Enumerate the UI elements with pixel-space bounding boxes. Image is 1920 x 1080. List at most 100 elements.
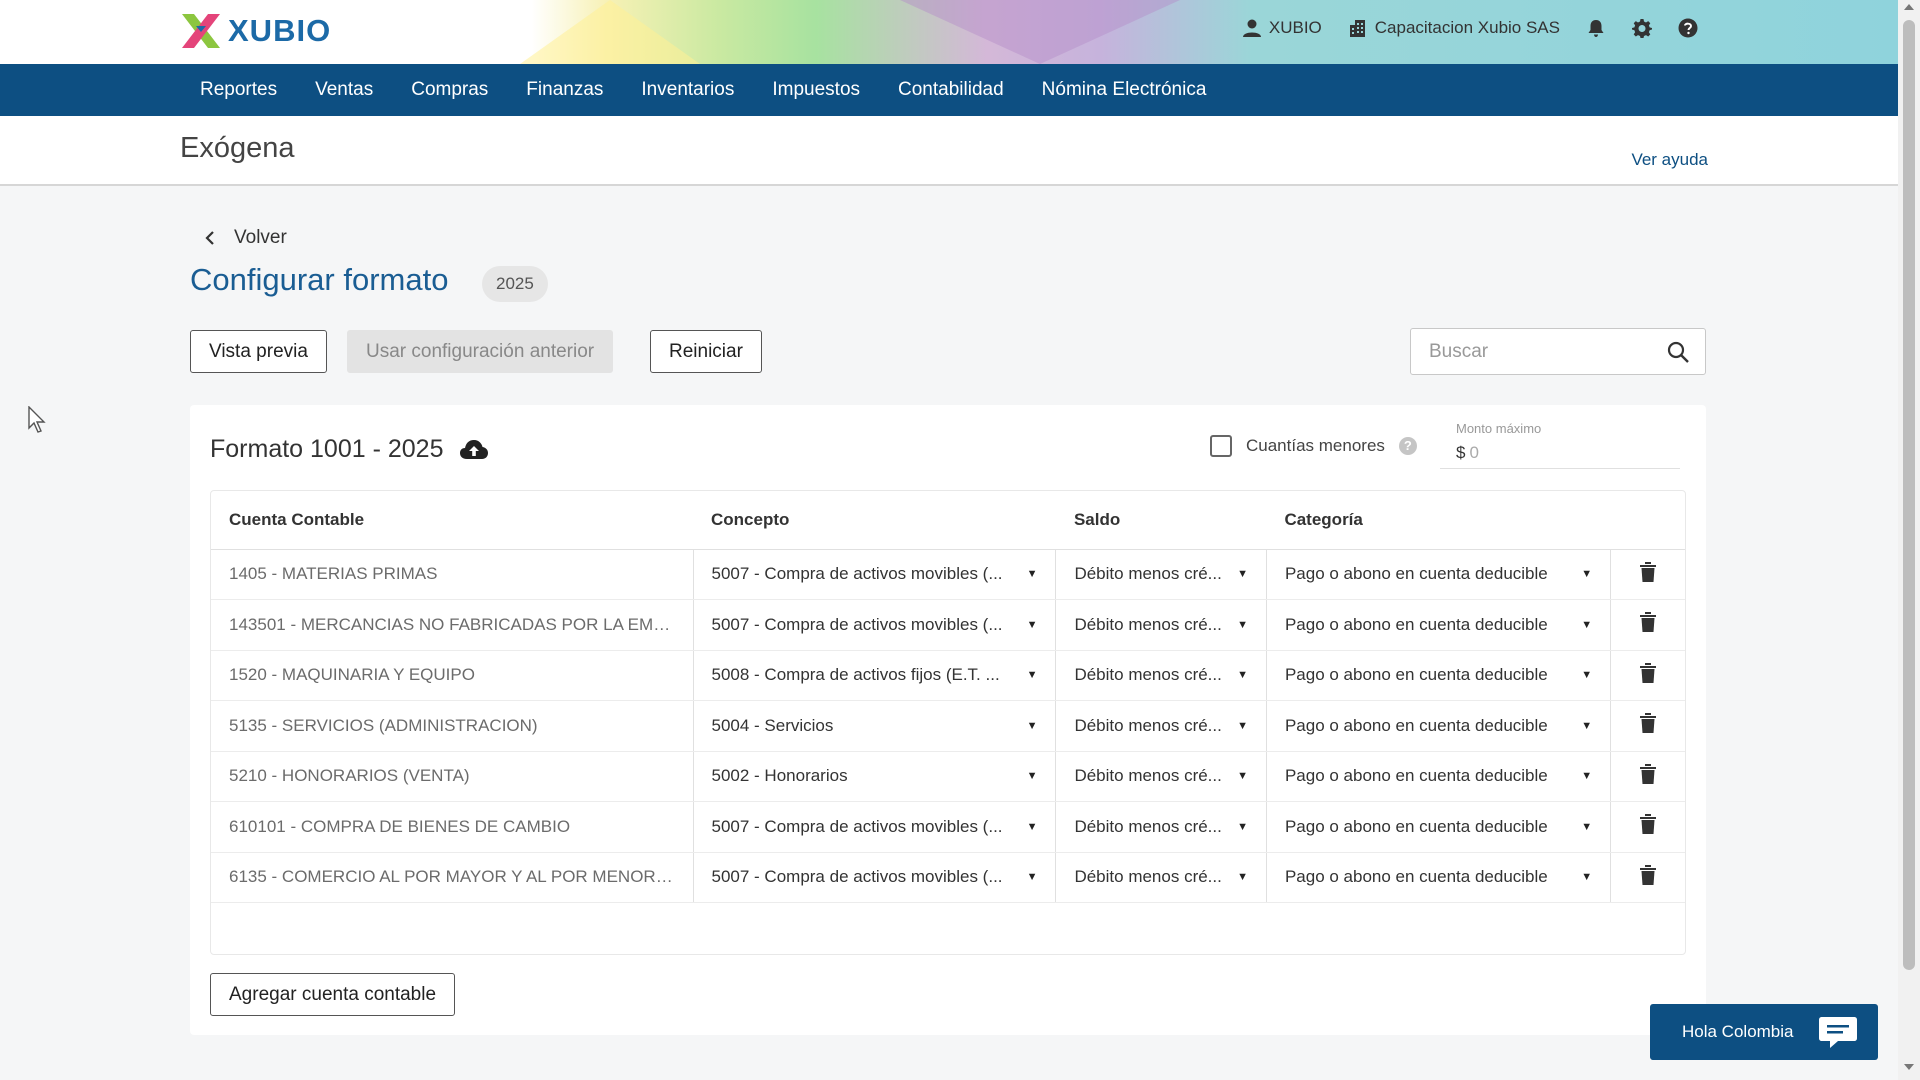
trash-icon[interactable]	[1639, 662, 1657, 684]
delete-row-button[interactable]	[1610, 852, 1685, 903]
monto-maximo-field[interactable]: Monto máximo $0	[1440, 419, 1680, 469]
saldo-value: Débito menos cré...	[1074, 816, 1222, 836]
trash-icon[interactable]	[1639, 864, 1657, 886]
saldo-value: Débito menos cré...	[1074, 564, 1222, 584]
concepto-dropdown[interactable]: 5007 - Compra de activos movibles (... ▼	[693, 549, 1057, 600]
saldo-dropdown[interactable]: Débito menos cré... ▼	[1055, 852, 1267, 903]
nav-finanzas[interactable]: Finanzas	[526, 79, 604, 100]
preview-button[interactable]: Vista previa	[190, 330, 327, 373]
use-previous-config-button[interactable]: Usar configuración anterior	[347, 330, 614, 373]
column-header-concepto: Concepto	[693, 491, 1056, 550]
trash-icon[interactable]	[1639, 611, 1657, 633]
saldo-dropdown[interactable]: Débito menos cré... ▼	[1055, 751, 1267, 802]
concepto-dropdown[interactable]: 5002 - Honorarios ▼	[693, 751, 1057, 802]
chat-bubble-icon	[1819, 1017, 1857, 1048]
chat-widget[interactable]: Hola Colombia	[1650, 1004, 1878, 1060]
concepto-select: 5007 - Compra de activos movibles (... ▼	[712, 867, 1038, 887]
nav-contabilidad[interactable]: Contabilidad	[898, 79, 1004, 100]
caret-down-icon: ▼	[1581, 568, 1593, 581]
search-icon[interactable]	[1667, 341, 1689, 363]
bell-icon[interactable]	[1586, 18, 1606, 38]
caret-down-icon: ▼	[1026, 568, 1038, 581]
table-row: 5210 - HONORARIOS (VENTA) 5002 - Honorari…	[211, 751, 1685, 802]
concepto-dropdown[interactable]: 5007 - Compra de activos movibles (... ▼	[693, 801, 1057, 853]
cloud-upload-icon[interactable]	[459, 438, 489, 462]
delete-row-button[interactable]	[1610, 599, 1685, 651]
nav-nomina-electronica[interactable]: Nómina Electrónica	[1041, 79, 1207, 100]
categoria-dropdown[interactable]: Pago o abono en cuenta deducible ▼	[1266, 751, 1612, 802]
saldo-dropdown[interactable]: Débito menos cré... ▼	[1055, 549, 1267, 600]
user-icon	[1242, 19, 1261, 37]
help-icon[interactable]	[1678, 18, 1698, 38]
saldo-select: Débito menos cré... ▼	[1074, 766, 1248, 786]
caret-down-icon: ▼	[1237, 820, 1248, 833]
delete-row-button[interactable]	[1610, 751, 1685, 802]
caret-down-icon: ▼	[1237, 719, 1248, 732]
scrollbar-thumb[interactable]	[1903, 20, 1915, 970]
concepto-dropdown[interactable]: 5007 - Compra de activos movibles (... ▼	[693, 599, 1057, 651]
trash-icon[interactable]	[1639, 763, 1657, 785]
categoria-select: Pago o abono en cuenta deducible ▼	[1285, 564, 1592, 584]
saldo-dropdown[interactable]: Débito menos cré... ▼	[1055, 599, 1267, 651]
concepto-value: 5007 - Compra de activos movibles (...	[711, 564, 1003, 584]
table-row: 5135 - SERVICIOS (ADMINISTRACION) 5004 - …	[211, 700, 1685, 752]
user-menu[interactable]: XUBIO	[1242, 18, 1322, 38]
categoria-dropdown[interactable]: Pago o abono en cuenta deducible ▼	[1266, 599, 1612, 651]
categoria-dropdown[interactable]: Pago o abono en cuenta deducible ▼	[1266, 549, 1612, 600]
page-title: Exógena	[180, 132, 295, 164]
nav-ventas[interactable]: Ventas	[315, 79, 374, 100]
delete-row-button[interactable]	[1610, 801, 1685, 853]
nav-inventarios[interactable]: Inventarios	[641, 79, 735, 100]
company-menu[interactable]: Capacitacion Xubio SAS	[1348, 18, 1560, 38]
search-input[interactable]	[1411, 329, 1651, 374]
trash-icon[interactable]	[1639, 561, 1657, 583]
caret-down-icon: ▼	[1026, 820, 1038, 833]
monto-maximo-value[interactable]: $0	[1456, 443, 1479, 463]
accounts-table: Cuenta Contable Concepto Saldo Categoría…	[211, 491, 1685, 953]
cuenta-contable-cell: 6135 - COMERCIO AL POR MAYOR Y AL POR ME…	[211, 852, 694, 903]
concepto-dropdown[interactable]: 5008 - Compra de activos fijos (E.T. ...…	[693, 650, 1057, 701]
categoria-select: Pago o abono en cuenta deducible ▼	[1285, 716, 1592, 736]
delete-row-button[interactable]	[1610, 650, 1685, 701]
brand-logo[interactable]: XUBIO	[180, 12, 331, 50]
concepto-value: 5008 - Compra de activos fijos (E.T. ...	[711, 665, 1000, 685]
scroll-up-arrow-icon[interactable]	[1904, 4, 1914, 10]
nav-compras[interactable]: Compras	[411, 79, 489, 100]
trash-icon[interactable]	[1639, 813, 1657, 835]
delete-row-button[interactable]	[1610, 549, 1685, 600]
add-account-button[interactable]: Agregar cuenta contable	[210, 973, 456, 1016]
caret-down-icon: ▼	[1026, 618, 1038, 631]
saldo-dropdown[interactable]: Débito menos cré... ▼	[1055, 700, 1267, 752]
concepto-dropdown[interactable]: 5007 - Compra de activos movibles (... ▼	[693, 852, 1057, 903]
help-link[interactable]: Ver ayuda	[1631, 150, 1708, 169]
reset-button[interactable]: Reiniciar	[650, 330, 762, 373]
top-header: XUBIO XUBIO Capacitacion Xubio SAS	[0, 0, 1898, 64]
concepto-select: 5002 - Honorarios ▼	[712, 766, 1038, 786]
back-link[interactable]: Volver	[202, 227, 287, 249]
cuenta-contable-cell: 1405 - MATERIAS PRIMAS	[211, 549, 694, 600]
nav-reportes[interactable]: Reportes	[200, 79, 278, 100]
trash-icon[interactable]	[1639, 712, 1657, 734]
scroll-down-arrow-icon[interactable]	[1904, 1064, 1914, 1070]
page-scrollbar[interactable]	[1898, 0, 1920, 1080]
concepto-dropdown[interactable]: 5004 - Servicios ▼	[693, 700, 1057, 752]
categoria-dropdown[interactable]: Pago o abono en cuenta deducible ▼	[1266, 852, 1612, 903]
saldo-dropdown[interactable]: Débito menos cré... ▼	[1055, 801, 1267, 853]
concepto-value: 5007 - Compra de activos movibles (...	[711, 867, 1003, 887]
categoria-dropdown[interactable]: Pago o abono en cuenta deducible ▼	[1266, 700, 1612, 752]
saldo-dropdown[interactable]: Débito menos cré... ▼	[1055, 650, 1267, 701]
gear-icon[interactable]	[1632, 18, 1652, 38]
user-name: XUBIO	[1268, 18, 1322, 37]
categoria-dropdown[interactable]: Pago o abono en cuenta deducible ▼	[1266, 801, 1612, 853]
nav-impuestos[interactable]: Impuestos	[772, 79, 861, 100]
delete-row-button[interactable]	[1610, 700, 1685, 752]
format-header: Formato 1001 - 2025	[210, 435, 489, 464]
cuantias-menores-checkbox[interactable]	[1210, 435, 1232, 457]
table-row: 1405 - MATERIAS PRIMAS 5007 - Compra de a…	[211, 549, 1685, 600]
categoria-value: Pago o abono en cuenta deducible	[1284, 665, 1548, 685]
cuenta-contable-cell: 1520 - MAQUINARIA Y EQUIPO	[211, 650, 694, 701]
categoria-dropdown[interactable]: Pago o abono en cuenta deducible ▼	[1266, 650, 1612, 701]
categoria-select: Pago o abono en cuenta deducible ▼	[1285, 867, 1592, 887]
question-icon[interactable]: ?	[1398, 437, 1417, 455]
main-nav: Reportes Ventas Compras Finanzas Inventa…	[0, 64, 1898, 116]
